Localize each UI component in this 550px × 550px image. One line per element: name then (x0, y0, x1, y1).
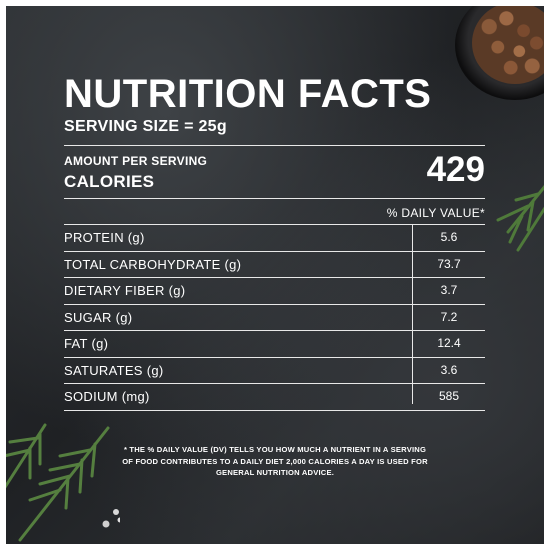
nutrient-name: SUGAR (g) (64, 309, 133, 325)
table-row: SODIUM (mg) 585 (64, 384, 485, 411)
table-row: TOTAL CARBOHYDRATE (g) 73.7 (64, 252, 485, 278)
nutrient-name: FAT (g) (64, 336, 109, 351)
rosemary-right-image (496, 178, 550, 252)
table-row: SUGAR (g) 7.2 (64, 305, 485, 331)
table-row: SATURATES (g) 3.6 (64, 358, 485, 384)
nutrient-value: 3.6 (440, 362, 458, 377)
nutrient-name: DIETARY FIBER (g) (64, 283, 186, 298)
nutrient-name: SATURATES (g) (64, 362, 164, 378)
nutrient-value: 73.7 (437, 256, 461, 271)
nutrient-value: 3.7 (440, 283, 458, 297)
footnote: * THE % DAILY VALUE (DV) TELLS YOU HOW M… (122, 445, 428, 477)
page-title: NUTRITION FACTS (64, 72, 432, 116)
calories-label: CALORIES (64, 172, 155, 191)
nutrient-value: 585 (438, 389, 460, 403)
divider (64, 198, 485, 199)
nutrient-name: SODIUM (mg) (64, 389, 150, 404)
nutrient-table: PROTEIN (g) 5.6 TOTAL CARBOHYDRATE (g) 7… (64, 224, 485, 411)
divider (64, 145, 485, 146)
amount-per-serving-label: AMOUNT PER SERVING (64, 154, 208, 168)
table-row: DIETARY FIBER (g) 3.7 (64, 278, 485, 305)
peppercorns-image (472, 2, 550, 84)
nutrient-value: 12.4 (437, 336, 461, 350)
nutrient-name: TOTAL CARBOHYDRATE (g) (64, 256, 242, 272)
nutrient-value: 7.2 (440, 309, 458, 324)
serving-size: SERVING SIZE = 25g (64, 118, 227, 135)
nutrient-value: 5.6 (440, 230, 458, 244)
column-divider (412, 224, 413, 404)
table-row: FAT (g) 12.4 (64, 331, 485, 358)
daily-value-header: % DAILY VALUE* (386, 206, 485, 220)
nutrient-name: PROTEIN (g) (64, 230, 145, 245)
table-row: PROTEIN (g) 5.6 (64, 224, 485, 252)
rosemary-left-image (0, 423, 120, 542)
calories-value: 429 (426, 150, 485, 189)
